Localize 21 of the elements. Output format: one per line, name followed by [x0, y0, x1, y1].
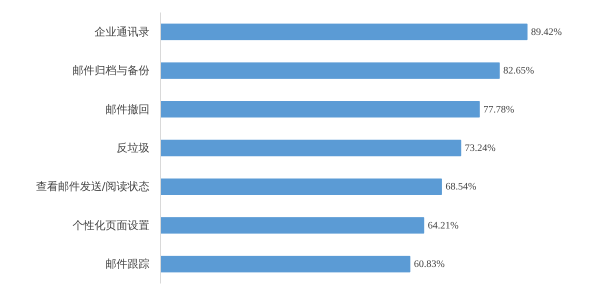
data-label: 89.42% [531, 26, 562, 38]
data-label: 82.65% [503, 66, 534, 77]
y-tick-label: 邮件跟踪 [106, 258, 150, 271]
data-label: 68.54% [445, 182, 476, 193]
bar [160, 62, 500, 79]
y-tick-label: 邮件撤回 [106, 102, 150, 116]
y-tick-label: 反垃圾 [116, 142, 150, 154]
bar [160, 101, 480, 118]
bar [160, 178, 442, 195]
data-label: 64.21% [428, 220, 459, 232]
data-label: 73.24% [464, 143, 496, 154]
data-label: 77.78% [483, 104, 514, 116]
data-label: 60.83% [414, 259, 445, 270]
y-tick-label: 企业通讯录 [94, 25, 150, 38]
bar [160, 256, 410, 272]
bar [160, 140, 462, 156]
y-tick-label: 邮件归档与备份 [72, 64, 150, 78]
bar [160, 24, 528, 40]
y-tick-label: 个性化页面设置 [72, 218, 150, 232]
bar [160, 217, 424, 234]
y-tick-label: 查看邮件发送/阅读状态 [36, 180, 150, 194]
